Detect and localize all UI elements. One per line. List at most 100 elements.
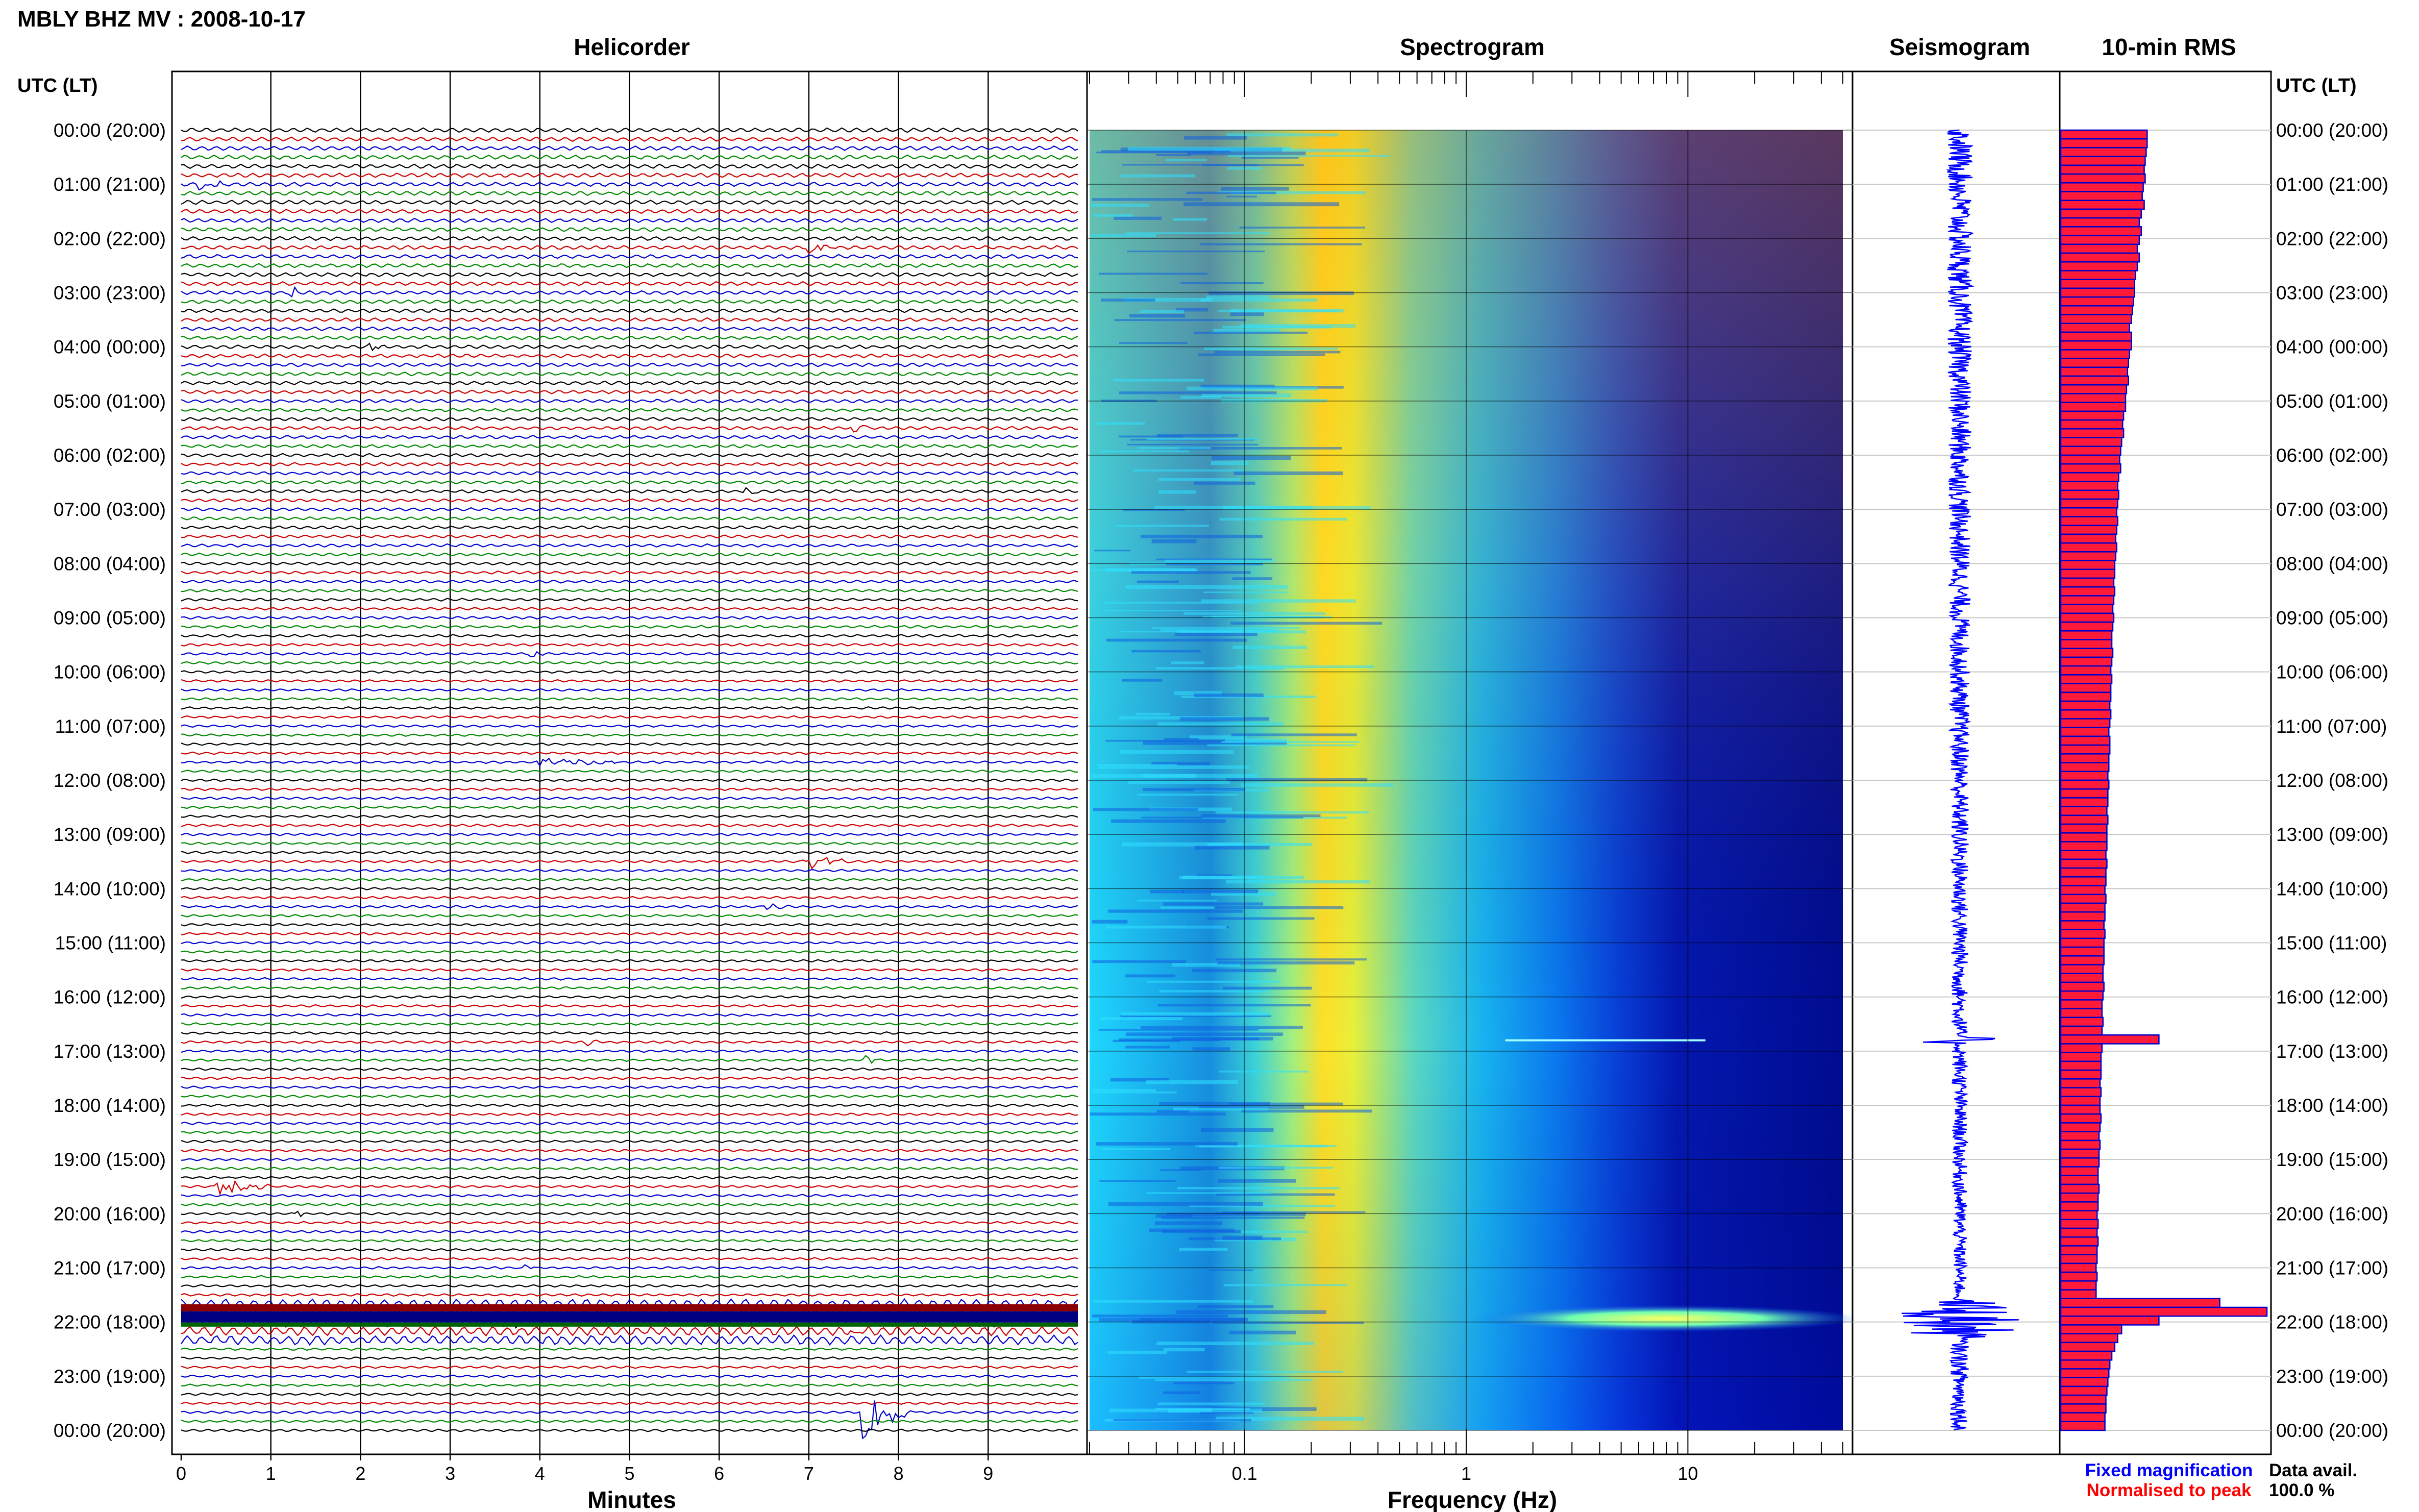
helicorder-trace [181, 796, 1078, 800]
rms-bar [2060, 445, 2121, 456]
spectrogram-striation [1123, 298, 1213, 302]
rms-bar [2060, 243, 2138, 254]
rms-bar [2060, 806, 2108, 816]
helicorder-trace [181, 1419, 1078, 1423]
helicorder-x-tick-label: 7 [804, 1463, 814, 1484]
spectrogram-striation [1223, 986, 1312, 990]
spectrogram-striation [1114, 319, 1246, 321]
helicorder-trace [181, 1112, 1078, 1117]
helicorder-trace [181, 598, 1078, 602]
spectrogram-striation [1100, 1017, 1183, 1020]
time-label-left: 21:00 (17:00) [54, 1258, 166, 1279]
helicorder-x-tick-label: 3 [445, 1463, 455, 1484]
rms-bar [2060, 235, 2140, 245]
helicorder-trace [181, 407, 1078, 412]
helicorder-trace [181, 1031, 1078, 1035]
rms-bar [2060, 1227, 2098, 1238]
helicorder-trace [181, 913, 1078, 918]
rms-bar [2060, 1131, 2100, 1142]
time-label-right: 01:00 (21:00) [2276, 174, 2388, 195]
rms-bar [2060, 1254, 2098, 1265]
rms-bar [2060, 929, 2106, 939]
spectrogram-striation [1229, 1330, 1296, 1334]
helicorder-trace [181, 209, 1078, 214]
spectrogram-striation [1142, 774, 1258, 778]
rms-bar [2060, 1280, 2097, 1291]
time-label-left: 19:00 (15:00) [54, 1149, 166, 1170]
helicorder-trace [181, 923, 1078, 927]
rms-bar [2060, 164, 2145, 175]
helicorder-trace [181, 362, 1078, 367]
spectrogram-striation [1113, 379, 1204, 382]
helicorder-trace [181, 507, 1078, 512]
spectrogram-striation [1147, 438, 1258, 440]
rms-bar [2060, 305, 2133, 315]
spectrogram-striation [1119, 342, 1188, 344]
spectrogram-striation [1183, 612, 1326, 615]
time-label-right: 00:00 (20:00) [2276, 120, 2388, 141]
spectrogram-striation [1157, 1004, 1311, 1007]
rms-bar [2060, 920, 2105, 930]
time-label-right: 06:00 (02:00) [2276, 445, 2388, 466]
spectrogram-striation [1141, 1026, 1303, 1029]
helicorder-trace [181, 381, 1078, 386]
spectrogram-striation [1113, 1039, 1180, 1042]
helicorder-trace [181, 823, 1078, 827]
time-label-right: 02:00 (22:00) [2276, 228, 2388, 249]
time-label-left: 17:00 (13:00) [54, 1041, 166, 1062]
rms-bar [2060, 1043, 2103, 1053]
helicorder-x-tick-label: 4 [535, 1463, 545, 1484]
spectrogram-striation [1146, 1192, 1270, 1194]
rms-panel [2059, 70, 2272, 1455]
helicorder-trace [181, 769, 1078, 773]
time-label-right: 05:00 (01:00) [2276, 391, 2388, 412]
rms-bar [2060, 1350, 2113, 1361]
spectrogram-striation [1092, 198, 1202, 201]
spectrogram-striation [1146, 1080, 1238, 1084]
rms-bar [2060, 138, 2148, 148]
x-axis-ticks: 0 1 2 3 4 5 6 7 8 9 0.1 1 10 [176, 1454, 1698, 1484]
helicorder-trace [181, 1374, 1078, 1378]
spectrogram-striation [1143, 740, 1287, 745]
panel-title-spectrogram: Spectrogram [1400, 34, 1545, 60]
spectrogram-striation [1093, 214, 1133, 217]
time-label-left: 06:00 (02:00) [54, 445, 166, 466]
rms-bar [2060, 779, 2110, 790]
left-time-axis: 00:00 (20:00) 01:00 (21:00) 02:00 (22:00) 0… [54, 120, 166, 1441]
helicorder-trace [181, 172, 1078, 178]
helicorder-trace [181, 615, 1078, 620]
spectrogram-striation [1108, 1202, 1263, 1206]
helicorder-trace [181, 1400, 1078, 1440]
helicorder-trace [181, 606, 1078, 611]
spectrogram-striation [1091, 234, 1156, 237]
helicorder-trace [181, 425, 1078, 433]
spectrogram-striation [1213, 148, 1370, 153]
helicorder-trace [181, 317, 1078, 323]
rms-bar [2060, 727, 2110, 737]
spectrogram-striation [1200, 1411, 1254, 1414]
spectrogram-striation [1101, 450, 1189, 453]
helicorder-trace [181, 1275, 1078, 1279]
helicorder-trace [181, 841, 1078, 846]
time-label-left: 02:00 (22:00) [54, 228, 166, 249]
helicorder-trace [181, 661, 1078, 665]
spectrogram-striation [1113, 1419, 1251, 1422]
rms-bar [2060, 718, 2111, 728]
spectrogram-striation [1092, 1315, 1228, 1318]
spectrogram-striation [1122, 842, 1243, 847]
spectrogram-striation [1119, 1038, 1221, 1042]
rms-bar [2060, 1122, 2101, 1132]
data-availability-value: 100.0 % [2269, 1480, 2334, 1500]
spectrogram-striation [1230, 312, 1264, 316]
spectrogram-striation [1150, 889, 1184, 894]
rms-bar [2060, 498, 2118, 509]
spectrogram-striation [1207, 842, 1313, 846]
helicorder-trace [181, 1148, 1078, 1152]
rms-bar [2060, 156, 2146, 166]
time-label-right: 00:00 (20:00) [2276, 1420, 2388, 1441]
rms-bar [2060, 516, 2118, 526]
spectrogram-striation [1223, 1284, 1347, 1286]
helicorder-trace [181, 1203, 1078, 1207]
spectrogram-striation [1109, 1408, 1262, 1412]
rms-bar [2060, 489, 2119, 500]
